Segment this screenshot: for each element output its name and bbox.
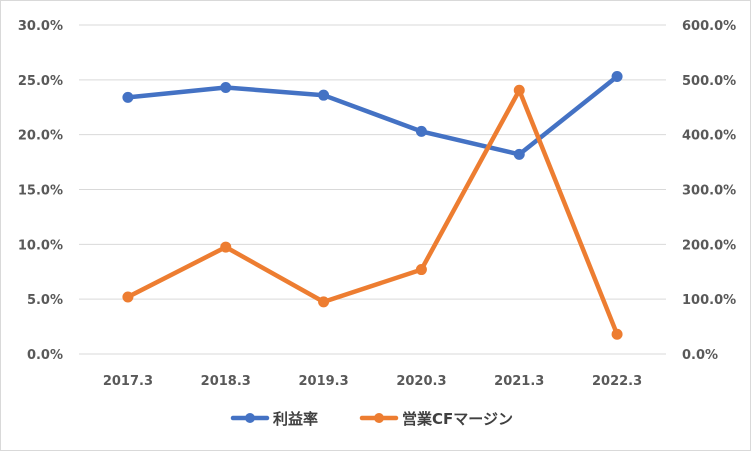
left-tick-label: 0.0% bbox=[27, 348, 63, 363]
x-axis-tick-labels: 2017.3 2018.3 2019.3 2020.3 2021.3 2022.3 bbox=[103, 374, 642, 389]
x-tick-label: 2021.3 bbox=[494, 374, 544, 389]
right-tick-label: 400.0% bbox=[682, 129, 736, 144]
x-tick-label: 2017.3 bbox=[103, 374, 153, 389]
legend-item: 利益率 bbox=[230, 410, 318, 428]
data-point bbox=[415, 125, 427, 137]
left-tick-label: 10.0% bbox=[18, 238, 63, 253]
data-point bbox=[122, 91, 134, 103]
series-line bbox=[125, 74, 620, 157]
data-point bbox=[513, 148, 525, 160]
series-layer bbox=[122, 71, 623, 340]
data-point bbox=[220, 82, 232, 94]
series-1 bbox=[122, 71, 623, 160]
data-point bbox=[122, 291, 134, 303]
right-tick-label: 500.0% bbox=[682, 74, 736, 89]
legend: 利益率 営業CFマージン bbox=[230, 410, 513, 428]
right-tick-label: 600.0% bbox=[682, 19, 736, 34]
left-tick-label: 5.0% bbox=[27, 293, 63, 308]
series-line bbox=[125, 88, 620, 337]
data-point bbox=[415, 264, 427, 276]
data-point bbox=[611, 71, 623, 83]
right-tick-label: 300.0% bbox=[682, 184, 736, 199]
x-tick-label: 2018.3 bbox=[201, 374, 251, 389]
right-tick-label: 0.0% bbox=[682, 348, 718, 363]
x-tick-label: 2019.3 bbox=[298, 374, 348, 389]
legend-swatch-marker bbox=[374, 413, 384, 423]
series-2 bbox=[122, 84, 623, 340]
legend-swatch-marker bbox=[245, 413, 255, 423]
right-tick-label: 100.0% bbox=[682, 293, 736, 308]
data-point bbox=[220, 241, 232, 253]
left-axis-tick-labels: 0.0% 5.0% 10.0% 15.0% 20.0% 25.0% 30.0% bbox=[18, 19, 63, 363]
left-tick-label: 30.0% bbox=[18, 19, 63, 34]
legend-label: 利益率 bbox=[273, 410, 318, 428]
data-point bbox=[318, 296, 330, 308]
data-point bbox=[318, 89, 330, 101]
left-tick-label: 20.0% bbox=[18, 129, 63, 144]
legend-item: 営業CFマージン bbox=[359, 410, 513, 428]
legend-label: 営業CFマージン bbox=[402, 410, 513, 428]
left-tick-label: 25.0% bbox=[18, 74, 63, 89]
data-point bbox=[513, 84, 525, 96]
x-tick-label: 2022.3 bbox=[592, 374, 642, 389]
x-tick-label: 2020.3 bbox=[396, 374, 446, 389]
right-tick-label: 200.0% bbox=[682, 238, 736, 253]
data-point bbox=[611, 328, 623, 340]
right-axis-tick-labels: 0.0% 100.0% 200.0% 300.0% 400.0% 500.0% 600.0% bbox=[682, 19, 736, 363]
gridlines bbox=[79, 24, 666, 355]
left-tick-label: 15.0% bbox=[18, 184, 63, 199]
